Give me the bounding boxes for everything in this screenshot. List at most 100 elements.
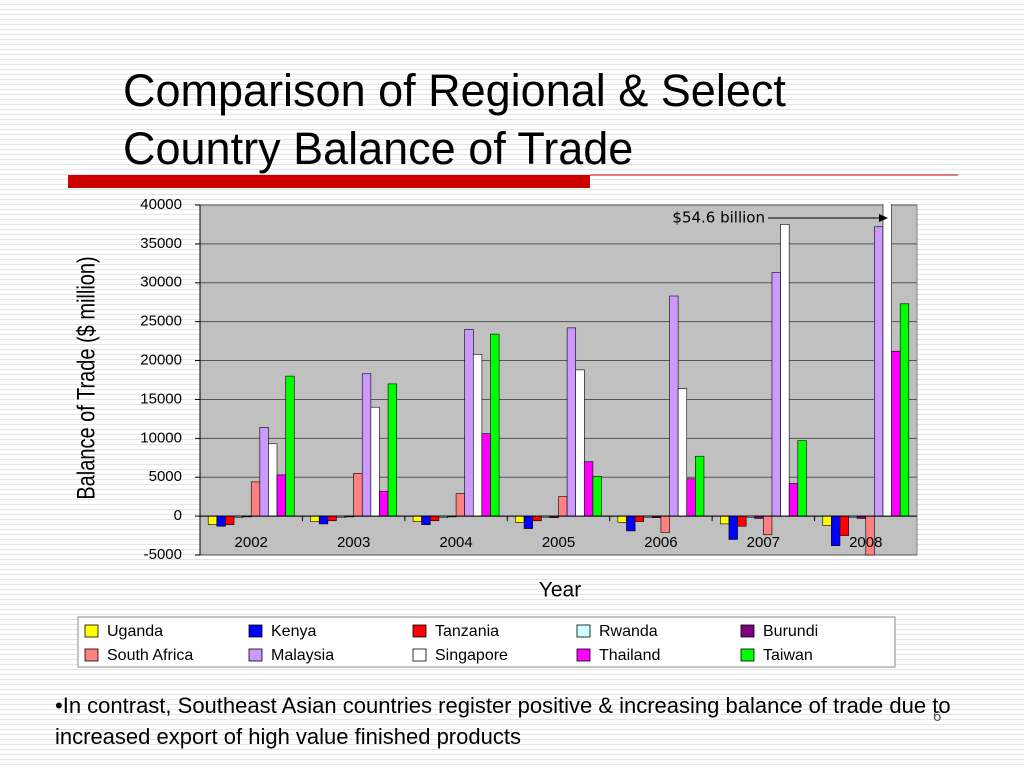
x-tick-label: 2003 xyxy=(337,534,370,551)
bar xyxy=(276,474,286,517)
bar xyxy=(370,406,380,517)
bar xyxy=(720,515,730,525)
bar xyxy=(763,515,773,536)
x-tick-label: 2005 xyxy=(542,534,575,551)
bar xyxy=(472,354,483,517)
bar xyxy=(874,226,884,517)
legend-swatch xyxy=(248,624,263,638)
legend-label: Uganda xyxy=(107,623,163,640)
legend-label: Burundi xyxy=(763,623,818,640)
x-tick-label: 2004 xyxy=(439,534,472,551)
y-tick-label: 40000 xyxy=(140,196,182,213)
title-bar xyxy=(68,175,590,188)
bar xyxy=(788,483,799,517)
bar xyxy=(259,427,269,517)
bar xyxy=(490,333,500,517)
bar xyxy=(634,515,645,522)
annotation: $54.6 billion xyxy=(672,209,765,227)
y-tick-label: 25000 xyxy=(140,313,182,330)
bar xyxy=(310,515,320,522)
bar xyxy=(822,515,832,526)
y-tick-label: 10000 xyxy=(140,429,182,446)
bar xyxy=(660,515,670,533)
bar xyxy=(558,496,568,517)
bar xyxy=(464,329,474,517)
legend-swatch xyxy=(412,648,427,662)
bar xyxy=(361,373,372,517)
legend-label: Kenya xyxy=(271,623,316,640)
slide-title: Comparison of Regional & Select Country … xyxy=(123,65,786,174)
bar xyxy=(617,515,627,523)
y-tick-label: 5000 xyxy=(149,468,182,485)
legend-swatch xyxy=(740,624,755,638)
bar xyxy=(797,440,807,517)
legend-label: Taiwan xyxy=(763,647,813,664)
bar xyxy=(882,204,892,517)
legend-swatch xyxy=(740,648,755,662)
bullet-text: •In contrast, Southeast Asian countries … xyxy=(55,693,951,749)
legend-label: Rwanda xyxy=(599,623,658,640)
y-axis-title: Balance of Trade ($ million) xyxy=(73,256,101,499)
x-tick-label: 2006 xyxy=(644,534,677,551)
bar xyxy=(327,515,337,522)
bar xyxy=(677,388,688,517)
legend-label: Malaysia xyxy=(271,647,334,664)
bar xyxy=(831,515,841,546)
bar xyxy=(891,350,901,517)
bar xyxy=(566,327,577,517)
bar xyxy=(250,481,261,517)
bar xyxy=(216,515,226,527)
bar xyxy=(686,478,696,517)
bar xyxy=(455,493,465,517)
legend-label: Thailand xyxy=(599,647,660,664)
bar xyxy=(412,515,422,522)
bar xyxy=(387,383,397,517)
bar xyxy=(728,515,738,540)
bar xyxy=(575,369,585,517)
x-axis-title: Year xyxy=(539,579,581,602)
bar xyxy=(207,515,218,525)
bar xyxy=(523,515,533,529)
y-tick-label: -5000 xyxy=(144,546,182,563)
y-tick-label: 30000 xyxy=(140,274,182,291)
legend-swatch xyxy=(412,624,427,638)
legend-swatch xyxy=(84,648,99,662)
bar xyxy=(429,515,440,522)
bar xyxy=(379,490,389,517)
bar xyxy=(481,433,491,517)
legend-label: Singapore xyxy=(435,647,508,664)
bar xyxy=(285,375,295,517)
legend-label: Tanzania xyxy=(435,623,499,640)
legend-swatch xyxy=(248,648,263,662)
bar xyxy=(225,515,235,525)
bar xyxy=(421,515,431,525)
bar xyxy=(532,515,542,522)
legend-swatch xyxy=(84,624,99,638)
legend-label: South Africa xyxy=(107,647,193,664)
legend xyxy=(77,616,896,668)
bar xyxy=(899,303,910,517)
slide-number: 6 xyxy=(933,708,942,725)
y-tick-label: 35000 xyxy=(140,235,182,252)
bar xyxy=(515,515,525,523)
y-tick-label: 15000 xyxy=(140,390,182,407)
bar xyxy=(780,224,790,517)
x-tick-label: 2008 xyxy=(849,534,882,551)
legend-swatch xyxy=(576,624,591,638)
legend-swatch xyxy=(576,648,591,662)
x-tick-label: 2007 xyxy=(747,534,780,551)
bar xyxy=(353,473,363,517)
bar xyxy=(584,461,594,517)
x-tick-label: 2002 xyxy=(235,534,268,551)
y-tick-label: 0 xyxy=(174,507,182,524)
bar xyxy=(839,515,849,536)
y-tick-label: 20000 xyxy=(140,352,182,369)
bar xyxy=(771,272,781,517)
bar xyxy=(737,515,747,527)
arrow-head xyxy=(879,214,888,222)
bar xyxy=(268,443,278,517)
bar xyxy=(669,295,679,517)
bar xyxy=(592,476,602,517)
